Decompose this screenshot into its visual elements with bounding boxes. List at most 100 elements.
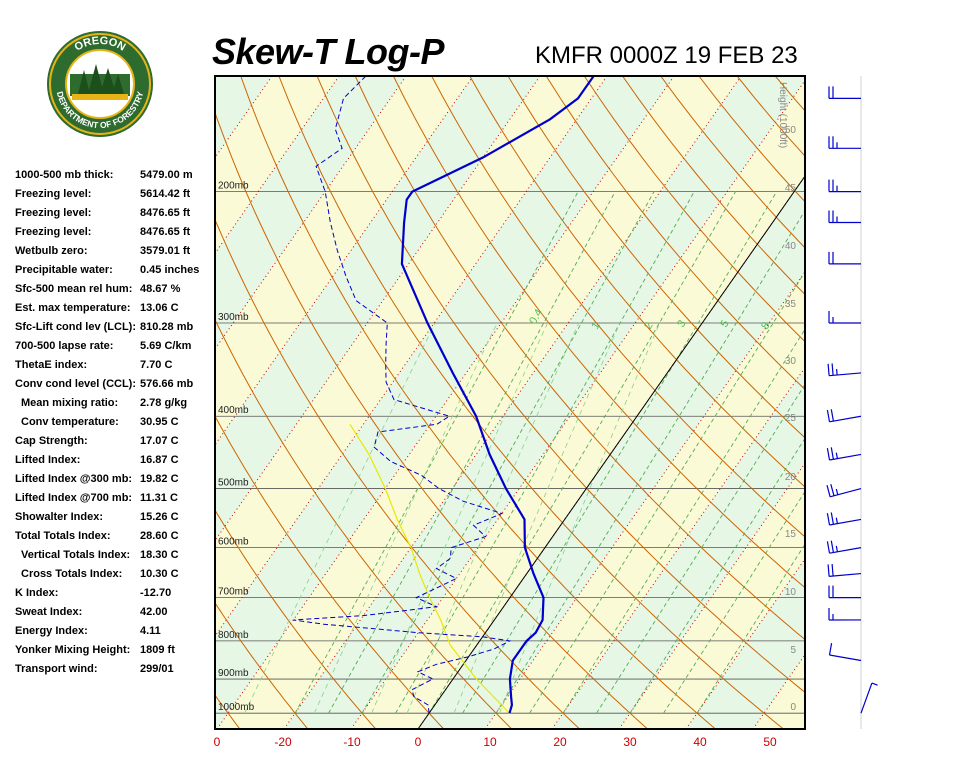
wind-barb bbox=[828, 311, 862, 324]
index-value: 2.78 g/kg bbox=[140, 397, 188, 409]
isotherm-line bbox=[215, 76, 474, 446]
index-row: Lifted Index: 16.87 C bbox=[15, 451, 215, 470]
wind-barb bbox=[827, 363, 862, 377]
index-row: Freezing level: 8476.65 ft bbox=[15, 204, 215, 223]
index-value: 48.67 % bbox=[140, 283, 181, 295]
mixing-ratio-line bbox=[313, 322, 498, 714]
index-label: Transport wind: bbox=[15, 663, 98, 675]
index-row: Conv cond level (CCL): 576.66 mb bbox=[15, 375, 215, 394]
index-row: Precipitable water: 0.45 inches bbox=[15, 261, 215, 280]
dry-adiabat-line bbox=[215, 602, 309, 729]
moist-adiabat-line bbox=[361, 191, 655, 714]
wind-barb bbox=[826, 409, 862, 423]
wind-barb bbox=[828, 210, 862, 224]
wind-barb bbox=[860, 682, 878, 714]
dry-adiabat-line bbox=[431, 76, 805, 538]
dry-adiabat-line bbox=[278, 76, 784, 729]
wind-barb-feather bbox=[826, 409, 831, 422]
pressure-label: 200mb bbox=[218, 181, 249, 192]
isotherm-line bbox=[215, 76, 340, 255]
index-label: Conv cond level (CCL): bbox=[15, 378, 137, 390]
wind-barb bbox=[827, 564, 862, 577]
svg-text:OREGON: OREGON bbox=[73, 35, 128, 54]
pressure-label: 800mb bbox=[218, 630, 249, 641]
index-value: 8476.65 ft bbox=[140, 226, 191, 238]
index-value: 7.70 C bbox=[140, 359, 173, 371]
index-label: ThetaE index: bbox=[15, 359, 88, 371]
index-value: 28.60 C bbox=[140, 530, 179, 542]
index-value: 16.87 C bbox=[140, 454, 179, 466]
pressure-label: 300mb bbox=[218, 312, 249, 323]
wind-barb-feather bbox=[830, 409, 834, 422]
dry-adiabat-line bbox=[545, 76, 805, 391]
index-row: Sfc-500 mean rel hum: 48.67 % bbox=[15, 280, 215, 299]
index-row: Vertical Totals Index: 18.30 C bbox=[15, 546, 215, 565]
mixing-ratio-line bbox=[499, 322, 661, 714]
moist-adiabat-line bbox=[562, 328, 805, 714]
dry-adiabat-line bbox=[392, 76, 805, 589]
dry-adiabat-line bbox=[215, 509, 377, 729]
index-row: Sweat Index: 42.00 bbox=[15, 603, 215, 622]
isotherm-line bbox=[350, 79, 805, 729]
x-tick-label: 40 bbox=[693, 735, 707, 749]
mixing-ratio-label: 5 bbox=[718, 318, 731, 329]
index-label: Vertical Totals Index: bbox=[21, 549, 131, 561]
wind-barb-half-feather bbox=[835, 488, 839, 495]
wind-barb-staff bbox=[829, 572, 862, 577]
index-value: 810.28 mb bbox=[140, 321, 194, 333]
moist-adiabat-line bbox=[663, 490, 805, 714]
index-row: K Index: -12.70 bbox=[15, 584, 215, 603]
x-tick-label: 50 bbox=[763, 735, 777, 749]
dry-adiabat-line bbox=[215, 318, 513, 729]
x-tick-label: 0 bbox=[415, 735, 422, 749]
index-value: 10.30 C bbox=[140, 568, 179, 580]
wind-barb bbox=[828, 251, 862, 265]
index-label: Showalter Index: bbox=[15, 511, 104, 523]
height-tick-label: 10 bbox=[785, 587, 797, 598]
index-value: 3579.01 ft bbox=[140, 245, 191, 257]
height-tick-label: 50 bbox=[785, 125, 797, 136]
index-row: Yonker Mixing Height: 1809 ft bbox=[15, 641, 215, 660]
index-label: Freezing level: bbox=[15, 188, 92, 200]
index-label: K Index: bbox=[15, 587, 59, 599]
index-label: Lifted Index @700 mb: bbox=[15, 492, 133, 504]
isotherm-band bbox=[686, 558, 805, 729]
index-value: 11.31 C bbox=[140, 492, 178, 504]
dry-adiabat-line bbox=[316, 76, 805, 693]
wind-barb-half-feather bbox=[835, 545, 838, 552]
index-row: Cross Totals Index: 10.30 C bbox=[15, 565, 215, 584]
x-tick-label: -20 bbox=[274, 735, 292, 749]
isotherm-band bbox=[284, 76, 805, 729]
index-label: Cross Totals Index: bbox=[21, 568, 123, 580]
index-row: Showalter Index: 15.26 C bbox=[15, 508, 215, 527]
wind-barb-feather bbox=[827, 363, 830, 376]
wind-barb-staff bbox=[829, 372, 862, 377]
wind-barb-feather bbox=[826, 513, 831, 526]
temperature-trace bbox=[400, 76, 595, 714]
dry-adiabat-line bbox=[507, 76, 805, 439]
zero-isotherm-line bbox=[417, 175, 805, 729]
mixing-ratio-label: 2 bbox=[642, 320, 655, 331]
wind-barb-feather bbox=[830, 484, 835, 496]
index-value: 4.11 bbox=[140, 625, 161, 637]
index-row: Energy Index: 4.11 bbox=[15, 622, 215, 641]
mixing-ratio-line bbox=[244, 322, 436, 714]
index-label: Freezing level: bbox=[15, 207, 92, 219]
wind-barb bbox=[826, 484, 862, 498]
index-row: Transport wind: 299/01 bbox=[15, 660, 215, 679]
wind-barb bbox=[828, 136, 862, 149]
mixing-ratio-label: 3 bbox=[675, 318, 688, 329]
station-time-label: KMFR 0000Z 19 FEB 23 bbox=[535, 42, 798, 69]
index-row: ThetaE index: 7.70 C bbox=[15, 356, 215, 375]
index-label: Sweat Index: bbox=[15, 606, 83, 618]
index-label: Lifted Index @300 mb: bbox=[15, 473, 133, 485]
stability-indices-list: 1000-500 mb thick: 5479.00 m Freezing leve… bbox=[15, 166, 215, 679]
isotherm-line bbox=[618, 462, 805, 729]
index-value: 299/01 bbox=[140, 663, 174, 675]
chart-title: Skew-T Log-P bbox=[212, 31, 445, 72]
index-label: Energy Index: bbox=[15, 625, 88, 637]
x-tick-label: 30 bbox=[623, 735, 637, 749]
isotherm-line bbox=[484, 270, 805, 729]
mixing-ratio-label: 8 bbox=[759, 320, 772, 331]
